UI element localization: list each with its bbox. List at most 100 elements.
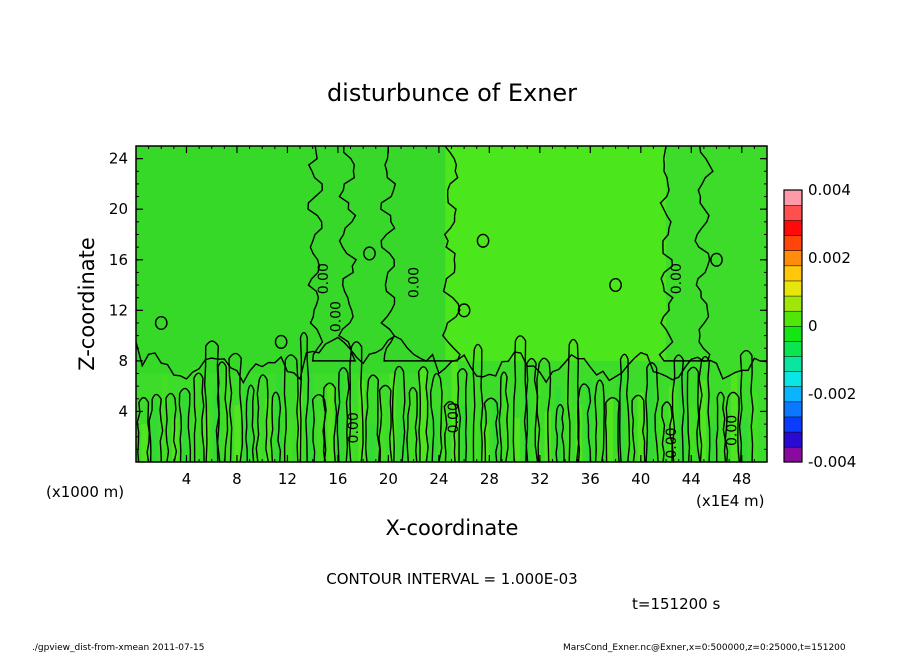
field-streak [441, 386, 448, 462]
contour-line [178, 387, 192, 463]
contour-line [577, 383, 592, 463]
colorbar-cell [783, 310, 803, 327]
y-axis-title: Z-coordinate [75, 237, 99, 371]
contour-line [536, 357, 552, 463]
field-streak [348, 405, 355, 462]
y-tick-label: 24 [109, 150, 128, 168]
contour-label: 0.00 [407, 267, 423, 298]
y-tick-label: 12 [109, 301, 128, 319]
contour-line [609, 278, 622, 293]
contour-line [215, 361, 229, 463]
contour-line [283, 354, 299, 463]
contour-line [406, 386, 418, 463]
field-streak [172, 417, 179, 462]
colorbar-cell [783, 371, 803, 387]
field-streak [368, 424, 376, 462]
field-streak [513, 417, 520, 462]
colorbar-cell [783, 219, 803, 236]
time-text: t=151200 s [632, 595, 720, 613]
contour-line [457, 303, 471, 318]
field-streak [596, 424, 603, 462]
contour-labels: 0.00 0.00 0.00 0.00 0.00 0.00 0.00 0.00 [316, 263, 741, 458]
contour-line [165, 392, 178, 463]
colorbar-cell [783, 355, 803, 372]
field-streak [234, 405, 241, 462]
x-tick-label: 40 [631, 470, 650, 488]
contour-line [658, 145, 714, 362]
contour-label: 0.00 [346, 412, 362, 443]
colorbar-cell [783, 280, 803, 297]
colorbar-label: 0.002 [808, 249, 851, 267]
contour-line [429, 372, 443, 463]
field-streak [637, 392, 645, 462]
contour-line [270, 391, 282, 463]
field-bands [136, 146, 758, 462]
y-tick-label: 4 [118, 402, 128, 420]
x-tick-label: 48 [732, 470, 751, 488]
field-streak [244, 379, 251, 462]
contour-line [645, 362, 659, 463]
colorbar-label: -0.004 [808, 453, 856, 471]
contour-label: 0.00 [664, 427, 680, 458]
x-tick-label: 4 [182, 470, 192, 488]
contour-label: 0.00 [316, 263, 332, 294]
contour-line [154, 315, 168, 330]
colorbar-cell [783, 386, 803, 403]
x-tick-label: 28 [480, 470, 499, 488]
field-streak [254, 424, 262, 462]
contour-line [417, 366, 429, 463]
field-streak [586, 379, 593, 462]
contour-line [336, 367, 350, 463]
x-axis-title: X-coordinate [386, 516, 519, 540]
x-tick-label: 44 [682, 470, 701, 488]
field-streak [265, 398, 272, 462]
colorbar-labels: 0.004 0.002 0 -0.002 -0.004 [808, 181, 856, 471]
x-tick-label: 36 [581, 470, 600, 488]
field-region [306, 146, 446, 374]
field-streak [182, 392, 189, 462]
colorbar-cell [783, 401, 803, 418]
colorbar-label: -0.002 [808, 385, 856, 403]
x-tick-label: 20 [379, 470, 398, 488]
field-streak [472, 379, 479, 462]
contour-line [555, 403, 565, 463]
contour-label: 0.00 [725, 415, 741, 446]
footer-right: MarsCond_Exner.nc@Exner,x=0:500000,z=0:2… [563, 643, 846, 653]
field-streak [741, 417, 748, 462]
field-streak [679, 360, 686, 462]
field-streak [285, 417, 293, 462]
colorbar-cell [783, 416, 803, 433]
colorbar-label: 0.004 [808, 181, 851, 199]
x-tick-label: 32 [530, 470, 549, 488]
contour-line [274, 334, 288, 349]
field-streak [316, 411, 324, 462]
field-region [445, 146, 667, 361]
contour-line [715, 391, 727, 463]
contour-line [619, 353, 631, 463]
plot-area: 0.00 0.00 0.00 0.00 0.00 0.00 0.00 0.00 [135, 145, 768, 463]
colorbar-cell [783, 204, 803, 221]
field-streak [689, 405, 696, 462]
contour-line [631, 394, 646, 463]
contour-line [710, 252, 723, 267]
field-region [136, 146, 307, 374]
field-streak [379, 398, 386, 462]
contour-interval-text: CONTOUR INTERVAL = 1.000E-03 [326, 570, 577, 588]
chart-title: disturbunce of Exner [327, 79, 577, 107]
contour-line [604, 397, 620, 463]
contour-line [686, 366, 701, 463]
contour-label: 0.00 [328, 301, 344, 332]
contour-line [363, 246, 376, 261]
y-unit-label: (x1000 m) [46, 483, 124, 501]
contour-line [322, 382, 338, 463]
y-axis: 4 8 12 16 20 24 [109, 150, 767, 450]
y-tick-label: 20 [109, 200, 128, 218]
field-streak [710, 424, 717, 462]
field-streak [751, 392, 758, 462]
contour-line [228, 352, 244, 463]
contour-label: 0.00 [669, 263, 685, 294]
field-streak [213, 386, 220, 462]
contour-line [391, 365, 406, 463]
field-streak [451, 360, 458, 462]
